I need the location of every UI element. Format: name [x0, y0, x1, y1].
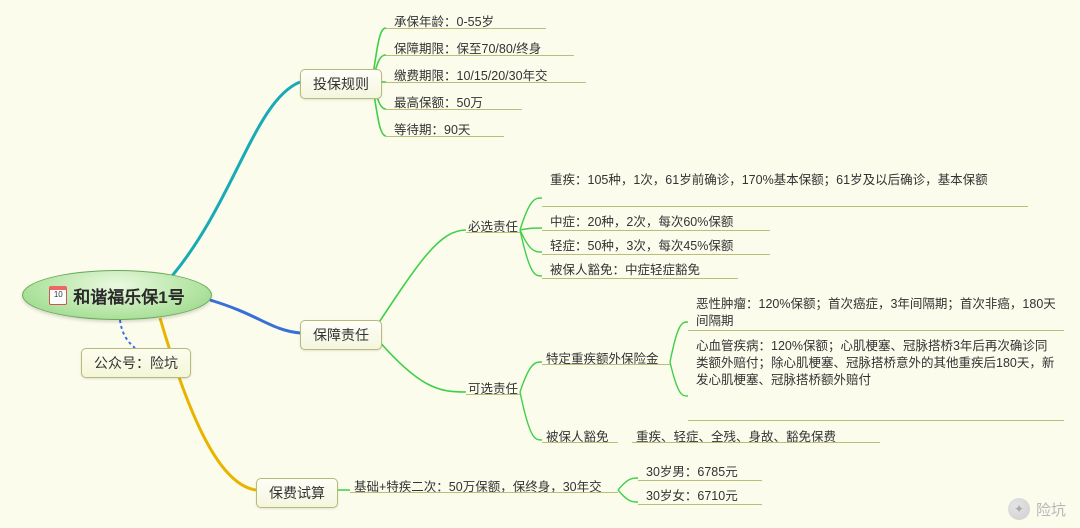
branch-2-label: 保障责任 — [300, 320, 382, 350]
leaf-underline — [632, 442, 880, 443]
leaf: 轻症：50种，3次，每次45%保额 — [546, 238, 737, 255]
leaf-underline — [466, 232, 520, 233]
leaf-underline — [386, 136, 504, 137]
leaf-underline — [638, 480, 762, 481]
leaf-underline — [688, 420, 1064, 421]
calendar-icon: 10 — [49, 286, 67, 305]
leaf-underline — [386, 55, 574, 56]
branch-3-label: 保费试算 — [256, 478, 338, 508]
leaf: 被保人豁免：中症轻症豁免 — [546, 262, 704, 279]
leaf-underline — [542, 206, 1028, 207]
root-node: 10 和谐福乐保1号 — [22, 270, 212, 320]
watermark: ✦ 险坑 — [1008, 498, 1066, 520]
leaf-underline — [386, 28, 546, 29]
leaf-underline — [688, 330, 1064, 331]
watermark-text: 险坑 — [1036, 499, 1066, 520]
root-subnode: 公众号：险坑 — [81, 348, 191, 378]
leaf-underline — [542, 278, 738, 279]
leaf-underline — [542, 364, 670, 365]
leaf: 恶性肿瘤：120%保额；首次癌症，3年间隔期；首次非癌，180天间隔期 — [692, 296, 1062, 330]
wechat-icon: ✦ — [1008, 498, 1030, 520]
leaf: 心血管疾病：120%保额；心肌梗塞、冠脉搭桥3年后再次确诊同类额外赔付；除心肌梗… — [692, 338, 1062, 389]
root-title: 和谐福乐保1号 — [73, 283, 184, 308]
leaf-underline — [350, 492, 618, 493]
leaf-underline — [386, 82, 586, 83]
branch-1-label: 投保规则 — [300, 69, 382, 99]
leaf-underline — [638, 504, 762, 505]
leaf-underline — [466, 394, 520, 395]
leaf: 重疾：105种，1次，61岁前确诊，170%基本保额；61岁及以后确诊，基本保额 — [546, 172, 1026, 189]
leaf-underline — [542, 230, 770, 231]
leaf: 中症：20种，2次，每次60%保额 — [546, 214, 737, 231]
leaf-underline — [542, 254, 770, 255]
leaf-underline — [386, 109, 522, 110]
leaf: 30岁女：6710元 — [642, 488, 742, 505]
leaf: 30岁男：6785元 — [642, 464, 742, 481]
leaf-underline — [542, 442, 618, 443]
